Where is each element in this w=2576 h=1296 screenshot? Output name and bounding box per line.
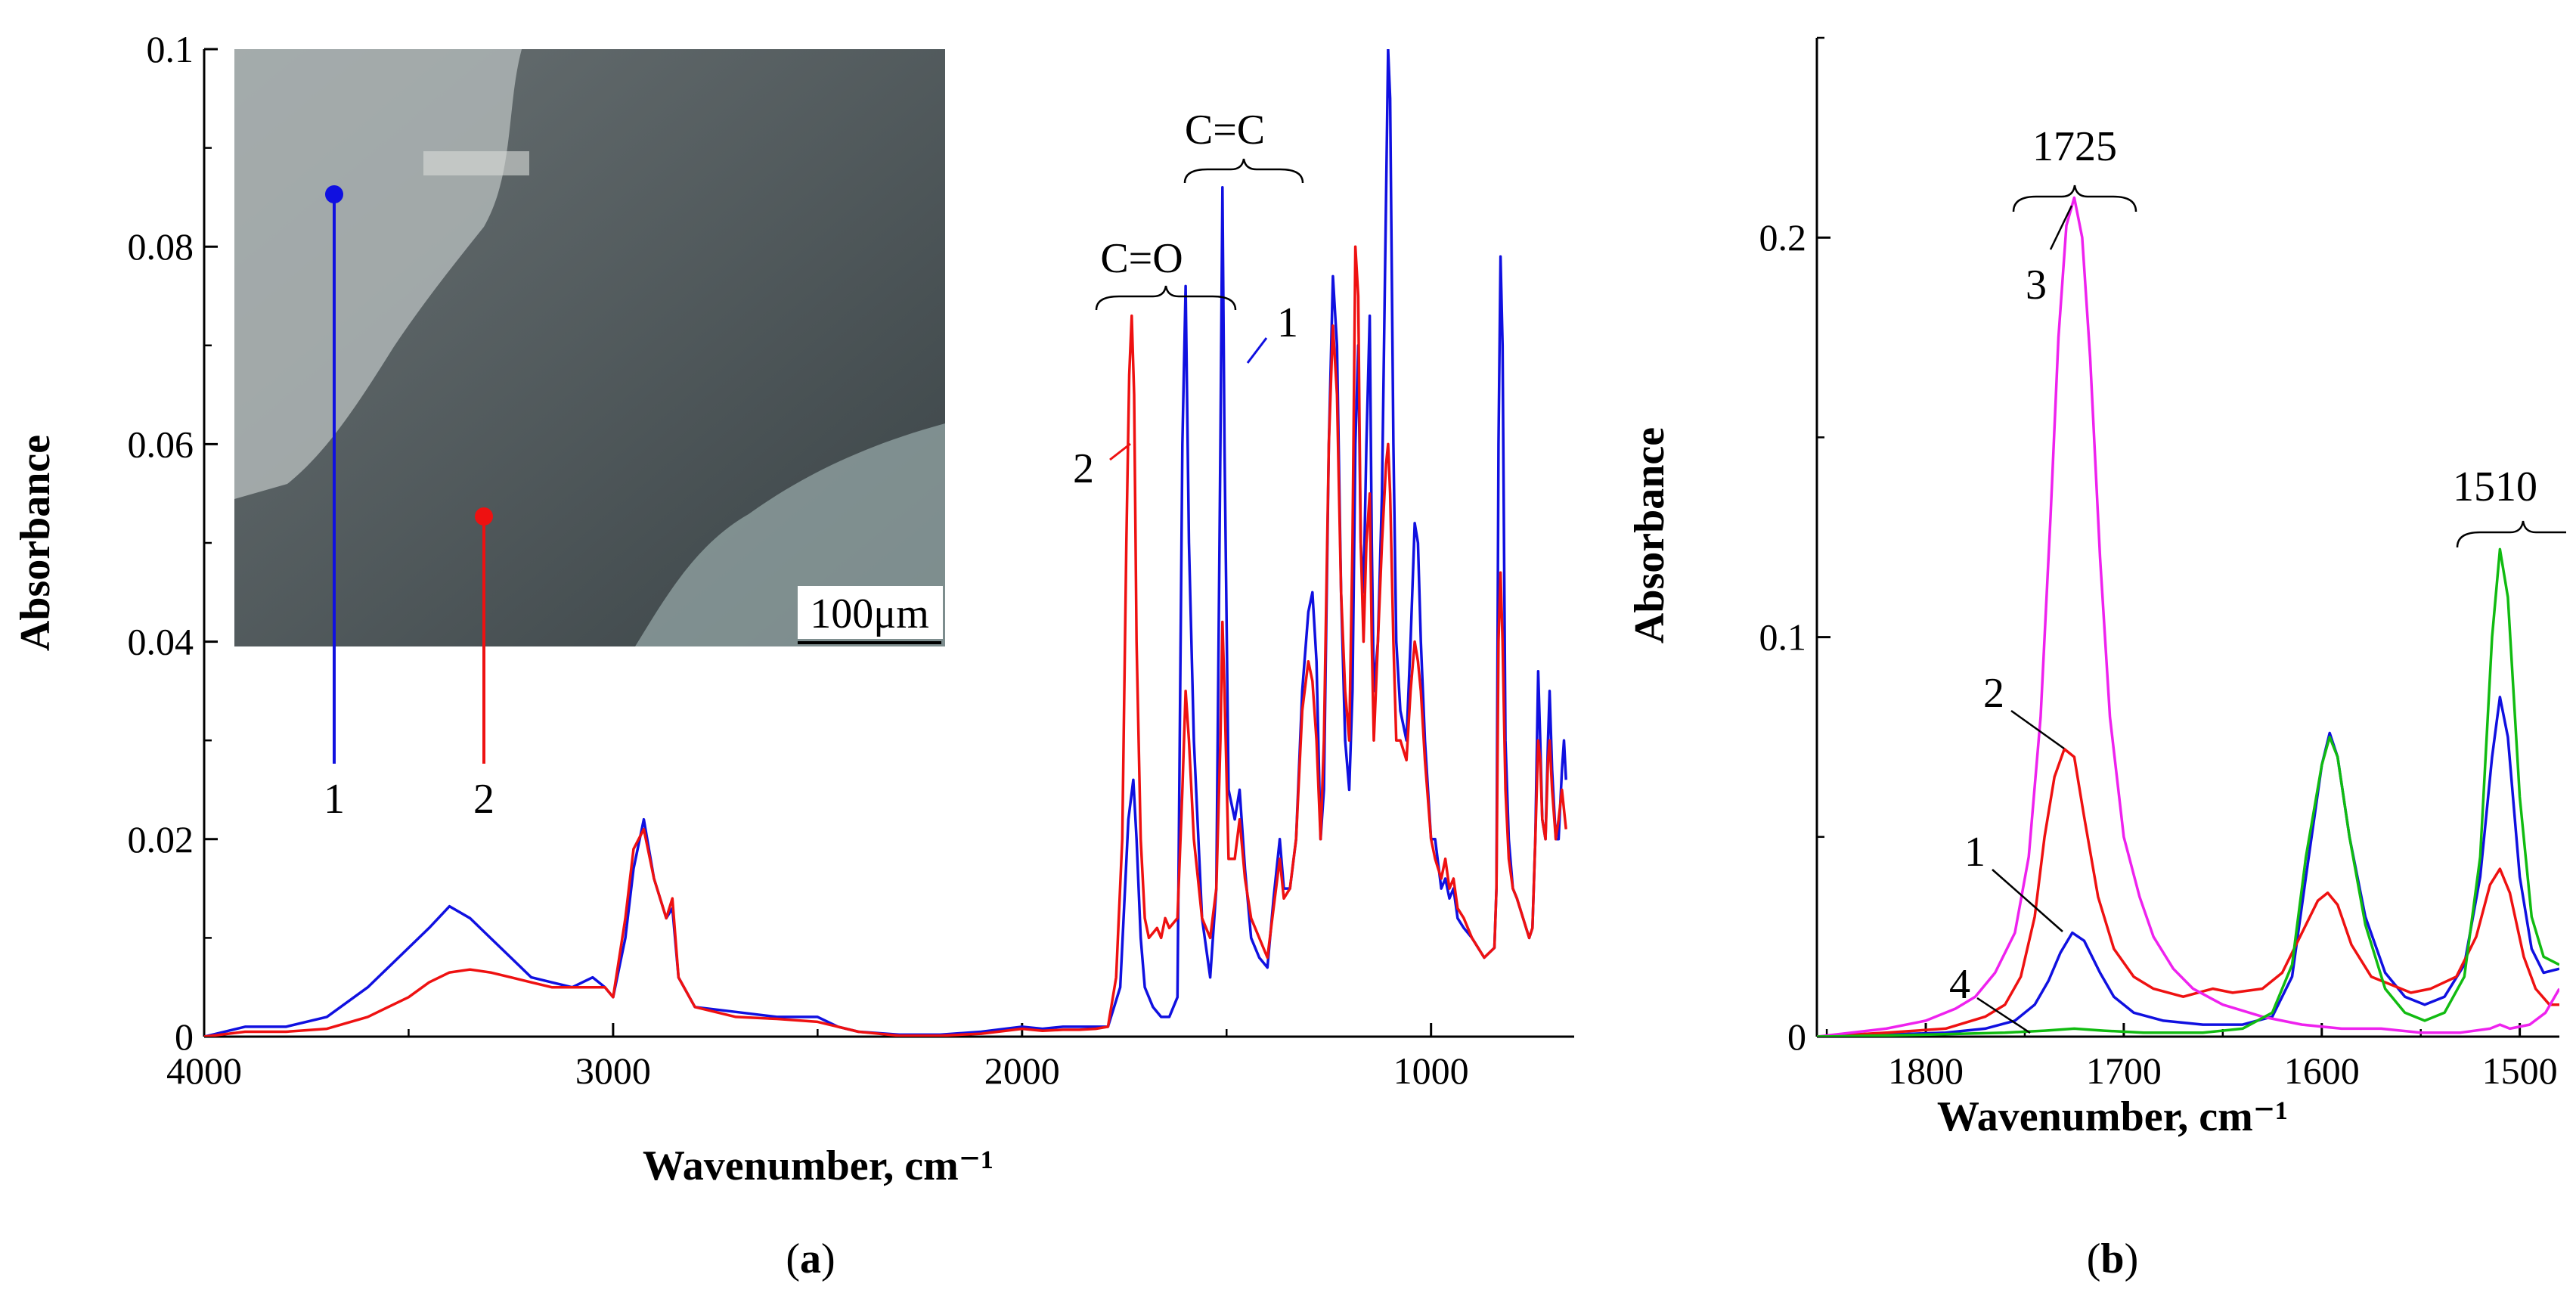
series-1-label: 1 (1277, 299, 1298, 346)
series-2b-label: 2 (1983, 670, 2004, 717)
cc-label: C=C (1185, 107, 1265, 153)
inset-point-1-label: 1 (324, 776, 345, 823)
series-1-leader (1246, 337, 1268, 364)
panel-a-series-2-line (204, 245, 1567, 1037)
series-3-label: 3 (2026, 262, 2047, 308)
inset-scale-label: 100μm (810, 591, 929, 637)
panel-b-series-1-line (1817, 696, 2559, 1037)
panel-b-y-tick-label: 0.1 (1759, 616, 1807, 659)
panel-a-x-tick-label: 1000 (1393, 1050, 1469, 1092)
series-2b-leader (2010, 709, 2065, 750)
inset-point-2-label: 2 (473, 776, 494, 823)
panel-b-x-tick-label: 1600 (2284, 1050, 2360, 1092)
panel-a-x-tick-label: 3000 (575, 1050, 651, 1092)
co-label: C=O (1100, 235, 1183, 282)
panel-b-label: (b) (2087, 1236, 2138, 1282)
panel-a-x-title: Wavenumber, cm⁻¹ (643, 1143, 994, 1189)
panel-b-x-title: Wavenumber, cm⁻¹ (1937, 1093, 2288, 1140)
inset-photo: 100μm 1 2 (234, 49, 945, 823)
series-2-label: 2 (1073, 445, 1094, 492)
panel-b-y-tick-label: 0 (1787, 1015, 1806, 1058)
panel-a-y-title: Absorbance (12, 435, 59, 651)
panel-a-annotations: C=O C=C 1 2 (1073, 107, 1304, 492)
panel-a-y-tick-label: 0.08 (128, 225, 194, 268)
panel-a-y-tick-label: 0.06 (128, 423, 194, 465)
panel-a: 4000 3000 2000 1000 0 0.02 0.04 0.06 0.08 0.1 100… (12, 28, 1574, 1282)
cc-brace (1183, 158, 1304, 184)
p1510-label: 1510 (2453, 464, 2537, 510)
panel-a-y-tick-label: 0.1 (147, 28, 194, 70)
panel-b-series (1817, 196, 2559, 1037)
panel-b-ticks: 1800 1700 1600 1500 0 0.1 0.2 (1759, 36, 2558, 1092)
panel-b-x-tick-label: 1700 (2086, 1050, 2162, 1092)
p1725-label: 1725 (2032, 123, 2117, 170)
inset-point-1-marker (325, 185, 343, 203)
panel-b-annotations: 1725 1510 3 2 1 4 (1949, 123, 2566, 1034)
panel-b-y-tick-label: 0.2 (1759, 216, 1807, 259)
p1510-brace (2456, 520, 2566, 548)
panel-b-series-2-line (1817, 747, 2559, 1037)
panel-b-y-title: Absorbance (1626, 427, 1673, 643)
panel-b-axes (1815, 38, 2559, 1038)
inset-photo-glare (423, 151, 529, 175)
series-1b-leader (1992, 869, 2063, 932)
panel-a-y-tick-label: 0.02 (128, 818, 194, 860)
panel-a-label: (a) (786, 1236, 835, 1282)
p1725-brace (2012, 184, 2137, 212)
panel-a-ticks: 4000 3000 2000 1000 0 0.02 0.04 0.06 0.08 0.1 (128, 28, 1469, 1092)
panel-b-x-tick-label: 1800 (1888, 1050, 1964, 1092)
series-2-leader (1109, 442, 1131, 461)
panel-a-y-tick-label: 0 (175, 1015, 194, 1058)
co-brace (1095, 285, 1237, 311)
inset-scale-label-bg (798, 586, 943, 639)
panel-a-x-tick-label: 2000 (984, 1050, 1060, 1092)
series-3-leader (2049, 205, 2073, 250)
series-4-leader (1976, 997, 2031, 1034)
panel-b: 1800 1700 1600 1500 0 0.1 0.2 1725 1510 3 2 1 … (1626, 36, 2566, 1282)
series-4-label: 4 (1949, 961, 1970, 1008)
panel-b-x-tick-label: 1500 (2482, 1050, 2558, 1092)
panel-a-x-tick-label: 4000 (166, 1050, 242, 1092)
panel-b-series-4-line (1817, 547, 2559, 1037)
panel-a-y-tick-label: 0.04 (128, 621, 194, 663)
series-1b-label: 1 (1964, 829, 1985, 876)
panel-a-series (204, 49, 1567, 1037)
inset-point-2-marker (475, 507, 493, 526)
panel-b-series-3-line (1817, 196, 2559, 1037)
